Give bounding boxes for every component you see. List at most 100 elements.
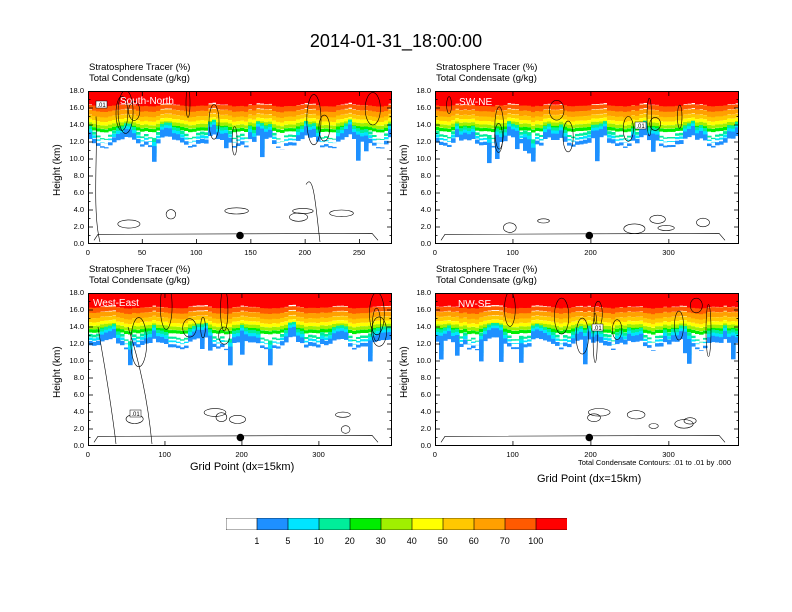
- field-cell: [579, 91, 584, 107]
- field-column: [635, 91, 640, 144]
- field-cell: [296, 335, 301, 342]
- field-column: [459, 293, 464, 347]
- field-cell: [188, 293, 193, 307]
- field-cell: [120, 329, 125, 333]
- field-cell: [248, 333, 253, 338]
- field-cell: [184, 116, 189, 121]
- contour-line: [95, 116, 101, 243]
- field-cell: [479, 339, 484, 362]
- field-cell: [507, 326, 512, 330]
- field-cell: [328, 125, 333, 129]
- field-cell: [635, 321, 640, 325]
- colorbar-swatch: [504, 518, 537, 530]
- field-cell: [663, 91, 668, 108]
- field-column: [559, 91, 564, 138]
- field-cell: [719, 334, 724, 338]
- field-cell: [467, 110, 472, 116]
- field-cell: [308, 121, 313, 126]
- field-cell: [348, 343, 353, 347]
- field-cell: [635, 324, 640, 328]
- field-cell: [563, 129, 568, 134]
- field-cell: [156, 336, 161, 343]
- field-cell: [607, 123, 612, 127]
- field-cell: [264, 122, 269, 126]
- field-cell: [280, 122, 285, 127]
- field-cell: [627, 324, 632, 328]
- field-cell: [655, 339, 660, 342]
- field-cell: [252, 129, 257, 134]
- field-cell: [463, 91, 468, 105]
- field-cell: [463, 332, 468, 336]
- field-cell: [459, 91, 464, 105]
- field-cell: [671, 117, 676, 122]
- field-cell: [204, 110, 209, 117]
- field-cell: [527, 329, 532, 333]
- field-cell: [92, 123, 97, 128]
- field-column: [156, 293, 161, 343]
- field-cell: [284, 106, 289, 112]
- field-cell: [619, 121, 624, 125]
- field-cell: [124, 330, 129, 334]
- field-cell: [735, 328, 739, 332]
- field-cell: [324, 125, 329, 129]
- field-column: [659, 91, 664, 147]
- field-cell: [519, 313, 524, 319]
- field-cell: [707, 124, 712, 129]
- field-cell: [224, 110, 229, 115]
- contour-line: [562, 120, 574, 153]
- field-cell: [140, 325, 145, 330]
- field-column: [292, 293, 297, 337]
- field-cell: [491, 328, 496, 338]
- field-cell: [204, 311, 209, 316]
- field-cell: [324, 307, 329, 313]
- field-cell: [707, 116, 712, 122]
- field-cell: [112, 126, 117, 131]
- field-cell: [487, 330, 492, 339]
- field-column: [683, 293, 688, 354]
- field-cell: [503, 335, 508, 339]
- field-cell: [344, 91, 349, 104]
- field-cell: [240, 311, 245, 316]
- field-cell: [172, 313, 177, 319]
- field-cell: [300, 126, 305, 131]
- field-cell: [220, 340, 225, 342]
- field-cell: [659, 121, 664, 125]
- field-cell: [499, 320, 504, 324]
- field-cell: [168, 91, 173, 104]
- field-cell: [475, 105, 480, 112]
- field-cell: [312, 91, 317, 104]
- field-cell: [667, 339, 672, 345]
- y-tick-label: 10.0: [69, 356, 84, 365]
- field-cell: [156, 116, 161, 121]
- field-cell: [627, 139, 632, 141]
- field-cell: [539, 106, 544, 112]
- field-cell: [128, 114, 133, 119]
- field-cell: [527, 326, 532, 330]
- field-cell: [519, 343, 524, 363]
- field-cell: [196, 120, 201, 124]
- field-cell: [487, 311, 492, 316]
- contour-line: [224, 207, 249, 215]
- field-cell: [455, 118, 460, 122]
- field-cell: [595, 307, 600, 312]
- field-cell: [439, 134, 444, 137]
- field-cell: [92, 341, 97, 346]
- field-cell: [244, 137, 249, 139]
- field-cell: [527, 123, 532, 128]
- field-cell: [108, 325, 113, 331]
- field-cell: [192, 293, 197, 306]
- field-cell: [120, 293, 125, 308]
- field-cell: [180, 308, 185, 315]
- field-cell: [479, 322, 484, 326]
- field-cell: [679, 316, 684, 321]
- field-cell: [172, 115, 177, 120]
- field-cell: [192, 328, 197, 335]
- y-tick-label: 4.0: [73, 407, 84, 416]
- field-cell: [463, 110, 468, 115]
- field-cell: [156, 127, 161, 131]
- field-cell: [523, 326, 528, 330]
- field-cell: [192, 311, 197, 316]
- field-cell: [483, 111, 488, 117]
- field-cell: [312, 114, 317, 119]
- field-cell: [627, 135, 632, 138]
